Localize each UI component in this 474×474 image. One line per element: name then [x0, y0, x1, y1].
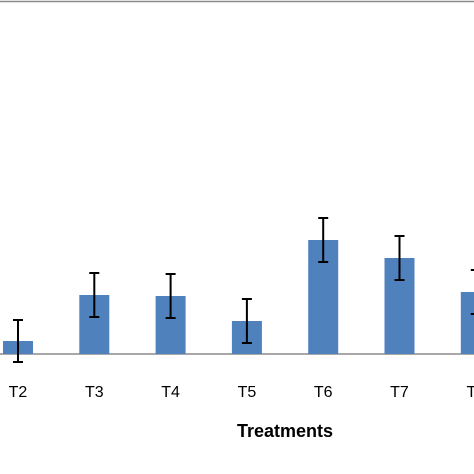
error-bar — [470, 269, 474, 315]
x-tick-label: T5 — [238, 384, 257, 401]
x-tick-label: T8 — [466, 384, 474, 401]
error-bar — [318, 217, 329, 263]
error-bar — [165, 273, 176, 319]
x-axis-title: Treatments — [237, 421, 333, 441]
bar — [460, 292, 474, 354]
x-tick-label: T2 — [9, 384, 28, 401]
error-bar — [89, 272, 100, 318]
x-tick-label: T4 — [161, 384, 180, 401]
x-tick-label: T7 — [390, 384, 409, 401]
x-tick-label: T3 — [85, 384, 104, 401]
error-bar — [13, 319, 23, 363]
x-tick-label: T6 — [314, 384, 333, 401]
error-bar — [241, 298, 252, 344]
error-bar — [394, 235, 405, 281]
